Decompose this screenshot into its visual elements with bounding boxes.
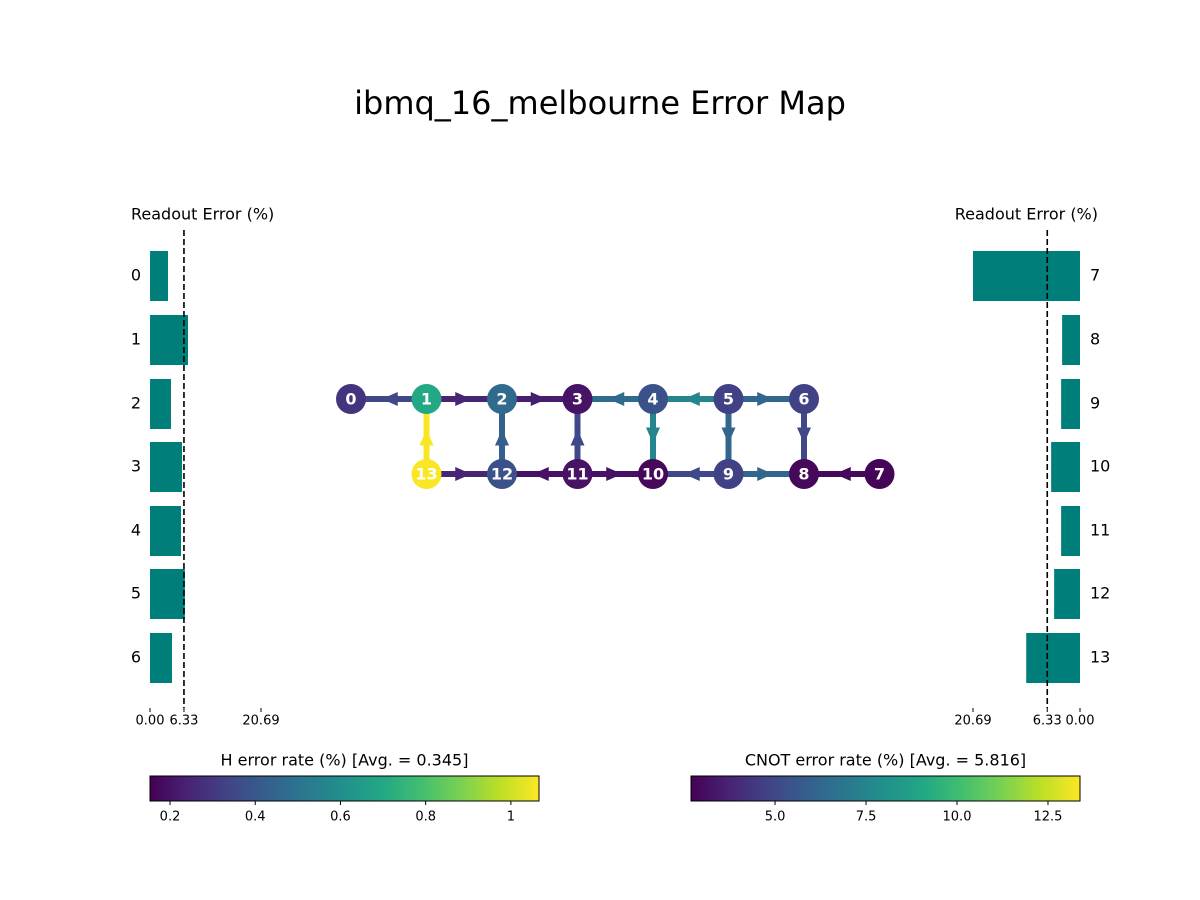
colorbar-title: CNOT error rate (%) [Avg. = 5.816] [745,751,1026,770]
edge-arrow [646,427,660,444]
edge-arrow [606,467,623,481]
qubit-node-label: 4 [647,390,658,409]
qubit-node [638,459,668,489]
edge-arrow [721,427,736,444]
qubit-node [487,459,517,489]
edge-arrow [683,392,700,406]
colorbar-tick-label: 0.4 [245,810,266,825]
edge-arrow [683,467,700,481]
colorbar-tick-label: 12.5 [1034,810,1063,825]
qubit-node-label: 7 [874,465,885,484]
readout-bar [150,315,188,365]
colorbar-tick-label: 1 [507,810,515,825]
qubit-node [411,459,442,489]
qubit-node-label: 11 [566,465,588,484]
edge-arrow [455,467,472,481]
qubit-node-label: 8 [798,465,809,484]
edge-arrow [530,392,547,406]
colorbar-tick-label: 0.2 [160,810,181,825]
edge-arrow [757,467,774,481]
edge-arrow [834,467,851,481]
qubit-node-label: 5 [723,390,734,409]
x-tick-label: 0.00 [1066,714,1095,729]
readout-bar [150,569,185,619]
readout-bar [150,633,172,683]
qubit-label: 8 [1090,330,1100,349]
edge-arrow [419,429,434,446]
qubit-node [487,384,517,414]
readout-bar [150,379,171,429]
readout-bar [1061,506,1080,556]
qubit-label: 1 [131,330,141,349]
qubit-node [789,459,819,489]
edge-arrow [532,467,549,481]
qubit-node [864,459,895,489]
readout-bar [1062,315,1080,365]
qubit-label: 12 [1090,584,1110,603]
readout-bar [1054,569,1080,619]
readout-bar [1051,442,1080,492]
qubit-node [713,459,744,489]
colorbar-tick-label: 10.0 [943,810,972,825]
colorbar-tick-label: 0.6 [330,810,351,825]
x-tick-label: 0.00 [136,714,165,729]
qubit-node [789,384,819,414]
colorbar [149,775,540,802]
qubit-label: 5 [131,584,141,603]
qubit-label: 4 [131,521,141,540]
qubit-label: 0 [131,266,141,285]
edge-arrow [455,392,472,406]
readout-bar [150,251,169,301]
colorbar [690,775,1081,802]
qubit-node-label: 10 [642,465,664,484]
qubit-label: 9 [1090,394,1100,413]
qubit-node-label: 0 [345,390,356,409]
colorbar-tick-label: 7.5 [856,810,877,825]
readout-bar [1061,379,1080,429]
qubit-node [411,384,442,414]
readout-bar [1026,633,1080,683]
readout-bar [150,506,182,556]
edge-arrow [495,429,509,446]
edge-arrow [608,392,625,406]
qubit-label: 13 [1090,648,1110,667]
edge-arrow [381,392,398,406]
readout-bar [973,251,1080,301]
qubit-label: 6 [131,648,141,667]
qubit-node-label: 12 [491,465,513,484]
edge-arrow [797,427,811,444]
colorbar-tick-label: 0.8 [415,810,436,825]
x-tick-label: 20.69 [242,714,279,729]
colorbar-title: H error rate (%) [Avg. = 0.345] [221,751,469,770]
readout-bar [150,442,182,492]
qubit-node [638,384,668,414]
qubit-node-label: 9 [723,465,734,484]
qubit-node-label: 2 [496,390,507,409]
panel-title: Readout Error (%) [955,205,1098,224]
figure-title: ibmq_16_melbourne Error Map [354,84,846,122]
qubit-node [562,384,593,414]
qubit-node-label: 6 [798,390,809,409]
qubit-node-label: 3 [572,390,583,409]
edge-arrow [570,429,585,446]
qubit-label: 11 [1090,521,1110,540]
qubit-label: 2 [131,394,141,413]
qubit-node [562,459,593,489]
x-tick-label: 6.33 [1033,714,1062,729]
x-tick-label: 20.69 [954,714,991,729]
qubit-label: 3 [131,457,141,476]
edge-arrow [757,392,774,406]
x-tick-label: 6.33 [169,714,198,729]
panel-title: Readout Error (%) [131,205,274,224]
qubit-node [336,384,366,414]
qubit-node-label: 13 [415,465,437,484]
qubit-node-label: 1 [421,390,432,409]
qubit-node [713,384,744,414]
qubit-label: 10 [1090,457,1110,476]
colorbar-tick-label: 5.0 [765,810,786,825]
qubit-label: 7 [1090,266,1100,285]
